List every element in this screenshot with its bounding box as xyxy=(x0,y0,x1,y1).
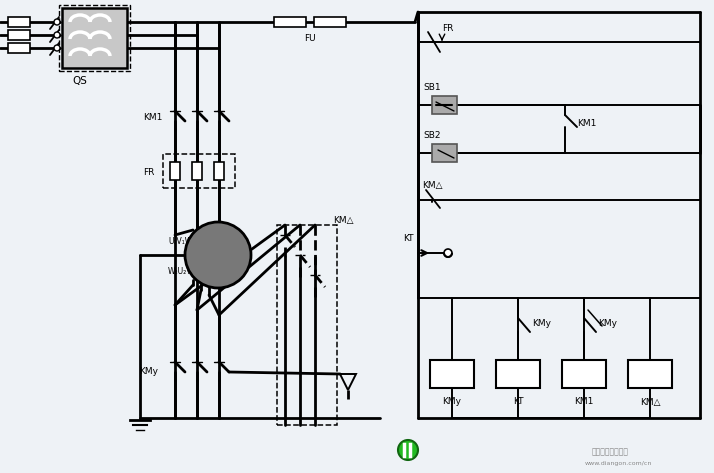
Text: www.diangon.com/cn: www.diangon.com/cn xyxy=(584,461,652,465)
Text: KM△: KM△ xyxy=(333,216,353,225)
Bar xyxy=(214,162,224,180)
Bar xyxy=(59,5,130,71)
Bar xyxy=(277,225,337,425)
Bar xyxy=(432,96,457,114)
Text: W₂U₂V₂: W₂U₂V₂ xyxy=(168,266,196,275)
Bar xyxy=(628,360,672,388)
Bar xyxy=(562,360,606,388)
Text: KMy: KMy xyxy=(598,319,618,329)
Text: SB2: SB2 xyxy=(423,131,441,140)
Bar xyxy=(274,17,306,27)
Text: FR: FR xyxy=(442,24,453,33)
Circle shape xyxy=(444,249,452,257)
Bar xyxy=(432,144,457,162)
Text: FR: FR xyxy=(144,167,155,176)
Text: SB1: SB1 xyxy=(423,82,441,91)
Bar xyxy=(62,8,127,68)
Text: KM△: KM△ xyxy=(422,181,442,190)
Bar xyxy=(314,17,346,27)
Text: KM△: KM△ xyxy=(640,397,660,406)
Bar xyxy=(192,162,202,180)
Bar xyxy=(496,360,540,388)
Text: KMy: KMy xyxy=(533,319,551,329)
Text: KM1: KM1 xyxy=(144,113,163,122)
Text: KMy: KMy xyxy=(443,397,461,406)
Text: KT: KT xyxy=(513,397,523,406)
Text: KMy: KMy xyxy=(139,368,159,377)
Circle shape xyxy=(54,32,60,38)
Bar xyxy=(8,30,30,40)
Bar xyxy=(163,154,235,188)
Text: QS: QS xyxy=(73,76,87,86)
Text: M: M xyxy=(212,240,224,255)
Text: U₁V₁W₁: U₁V₁W₁ xyxy=(168,236,195,245)
Bar xyxy=(430,360,474,388)
Text: KT: KT xyxy=(403,234,413,243)
Text: KM1: KM1 xyxy=(574,397,593,406)
Text: 电气自动化技术网: 电气自动化技术网 xyxy=(591,447,628,456)
Bar xyxy=(170,162,180,180)
Bar xyxy=(8,43,30,53)
Circle shape xyxy=(54,19,60,25)
Circle shape xyxy=(54,45,60,51)
Circle shape xyxy=(185,222,251,288)
Circle shape xyxy=(398,440,418,460)
Text: KM1: KM1 xyxy=(578,119,597,128)
Text: FU: FU xyxy=(304,34,316,43)
Text: 3~: 3~ xyxy=(211,258,226,268)
Bar xyxy=(8,17,30,27)
